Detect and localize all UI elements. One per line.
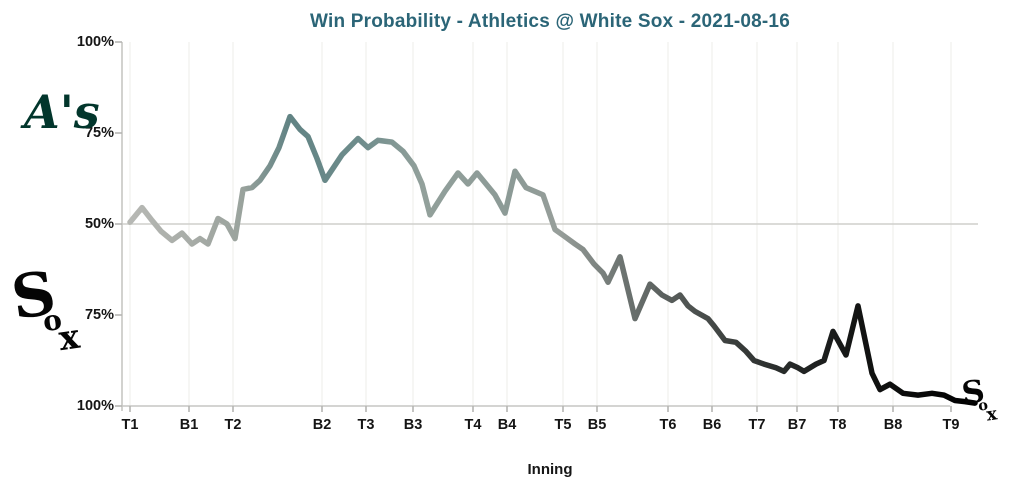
whitesox-logo-letter-x: x — [985, 403, 999, 426]
x-tick-label: B4 — [497, 417, 517, 433]
x-tick-label: T9 — [942, 417, 960, 433]
whitesox-logo-endpoint-icon: S o x — [960, 373, 1004, 428]
x-tick-label: T6 — [659, 417, 677, 433]
x-tick-label: T7 — [748, 417, 766, 433]
y-tick-label: 100% — [76, 34, 114, 50]
x-tick-label: B8 — [883, 417, 903, 433]
x-tick-label: B6 — [702, 417, 722, 433]
x-axis-title: Inning — [527, 461, 573, 478]
y-tick-label: 100% — [76, 398, 114, 414]
x-tick-label: T1 — [121, 417, 139, 433]
x-tick-label: T2 — [224, 417, 242, 433]
x-tick-label: T3 — [357, 417, 375, 433]
y-tick-label: 75% — [84, 125, 114, 141]
whitesox-logo-letter-x: x — [56, 316, 82, 360]
x-tick-label: T8 — [829, 417, 847, 433]
x-tick-label: T5 — [554, 417, 572, 433]
chart-title: Win Probability - Athletics @ White Sox … — [310, 11, 790, 32]
y-tick-label: 50% — [84, 216, 114, 232]
y-tick-label: 75% — [84, 307, 114, 323]
win-probability-line — [127, 113, 978, 406]
x-tick-label: B3 — [403, 417, 423, 433]
whitesox-logo-icon: S o x — [7, 258, 92, 364]
athletics-logo-icon: A's — [24, 84, 100, 146]
x-tick-label: B7 — [787, 417, 807, 433]
x-tick-label: B5 — [587, 417, 607, 433]
x-tick-label: B1 — [179, 417, 199, 433]
athletics-logo-text: A's — [24, 85, 100, 139]
x-tick-label: T4 — [464, 417, 482, 433]
x-tick-label: B2 — [312, 417, 332, 433]
